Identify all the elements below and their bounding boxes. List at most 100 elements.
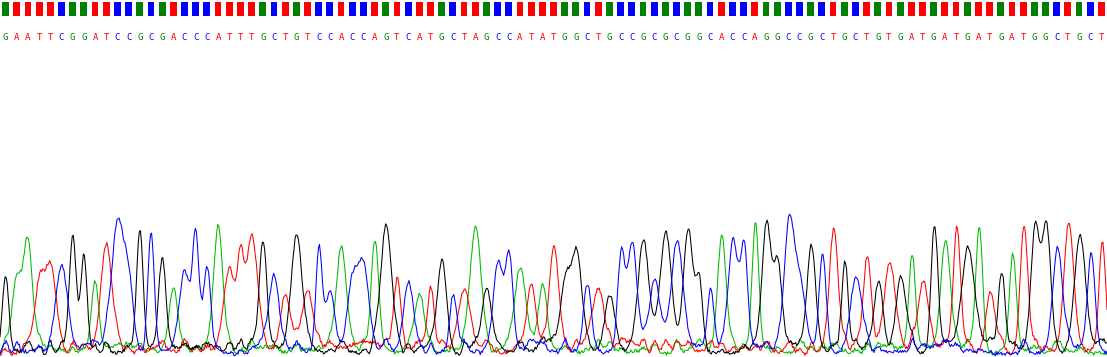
Bar — [908, 2, 914, 16]
Bar — [360, 2, 366, 16]
Text: A: A — [216, 33, 220, 42]
Text: T: T — [37, 33, 42, 42]
Text: C: C — [819, 33, 825, 42]
Text: G: G — [1076, 33, 1082, 42]
Bar — [550, 2, 557, 16]
Text: G: G — [663, 33, 668, 42]
Text: A: A — [718, 33, 724, 42]
Bar — [293, 2, 300, 16]
Text: T: T — [830, 33, 836, 42]
Bar — [382, 2, 390, 16]
Text: A: A — [170, 33, 176, 42]
Bar — [539, 2, 546, 16]
Bar — [583, 2, 590, 16]
Text: G: G — [775, 33, 779, 42]
Text: G: G — [260, 33, 266, 42]
Bar — [528, 2, 535, 16]
Bar — [371, 2, 377, 16]
Bar — [1053, 2, 1061, 16]
Bar — [438, 2, 445, 16]
Bar — [763, 2, 769, 16]
Bar — [215, 2, 221, 16]
Bar — [158, 2, 166, 16]
Bar — [618, 2, 624, 16]
Bar — [919, 2, 925, 16]
Bar — [114, 2, 121, 16]
Text: G: G — [999, 33, 1003, 42]
Bar — [1020, 2, 1026, 16]
Bar — [338, 2, 344, 16]
Text: G: G — [81, 33, 86, 42]
Bar — [986, 2, 993, 16]
Text: G: G — [70, 33, 75, 42]
Bar — [941, 2, 949, 16]
Bar — [461, 2, 467, 16]
Bar — [349, 2, 355, 16]
Bar — [92, 2, 99, 16]
Bar — [136, 2, 143, 16]
Text: G: G — [159, 33, 165, 42]
Text: G: G — [1043, 33, 1048, 42]
Text: C: C — [350, 33, 355, 42]
Bar — [561, 2, 568, 16]
Text: C: C — [1054, 33, 1059, 42]
Bar — [807, 2, 814, 16]
Text: A: A — [517, 33, 523, 42]
Bar — [1031, 2, 1037, 16]
Text: C: C — [730, 33, 735, 42]
Text: C: C — [315, 33, 321, 42]
Bar — [953, 2, 960, 16]
Text: C: C — [126, 33, 132, 42]
Text: A: A — [473, 33, 478, 42]
Bar — [1087, 2, 1094, 16]
Bar — [752, 2, 758, 16]
Text: A: A — [372, 33, 377, 42]
Text: T: T — [1021, 33, 1026, 42]
Text: T: T — [462, 33, 467, 42]
Bar — [2, 2, 9, 16]
Text: T: T — [987, 33, 992, 42]
Bar — [706, 2, 714, 16]
Text: A: A — [92, 33, 97, 42]
Text: C: C — [584, 33, 590, 42]
Text: G: G — [685, 33, 691, 42]
Bar — [594, 2, 601, 16]
Text: G: G — [484, 33, 489, 42]
Text: T: T — [104, 33, 108, 42]
Text: T: T — [551, 33, 556, 42]
Bar — [741, 2, 747, 16]
Text: G: G — [3, 33, 8, 42]
Bar — [651, 2, 658, 16]
Bar — [281, 2, 289, 16]
Bar — [416, 2, 423, 16]
Bar — [829, 2, 837, 16]
Text: G: G — [763, 33, 768, 42]
Bar — [182, 2, 188, 16]
Text: C: C — [1087, 33, 1093, 42]
Bar — [730, 2, 736, 16]
Text: C: C — [786, 33, 792, 42]
Bar — [818, 2, 826, 16]
Bar — [506, 2, 513, 16]
Text: C: C — [193, 33, 198, 42]
Bar — [125, 2, 132, 16]
Bar — [517, 2, 524, 16]
Text: T: T — [920, 33, 925, 42]
Bar — [673, 2, 680, 16]
Bar — [695, 2, 702, 16]
Text: T: T — [282, 33, 288, 42]
Bar — [226, 2, 232, 16]
Bar — [886, 2, 892, 16]
Text: T: T — [887, 33, 891, 42]
Bar — [1042, 2, 1049, 16]
Text: G: G — [876, 33, 880, 42]
Text: A: A — [14, 33, 20, 42]
Text: C: C — [271, 33, 277, 42]
Bar — [774, 2, 780, 16]
Text: C: C — [741, 33, 746, 42]
Bar — [472, 2, 478, 16]
Bar — [24, 2, 31, 16]
Text: C: C — [204, 33, 209, 42]
Text: T: T — [238, 33, 244, 42]
Bar — [997, 2, 1004, 16]
